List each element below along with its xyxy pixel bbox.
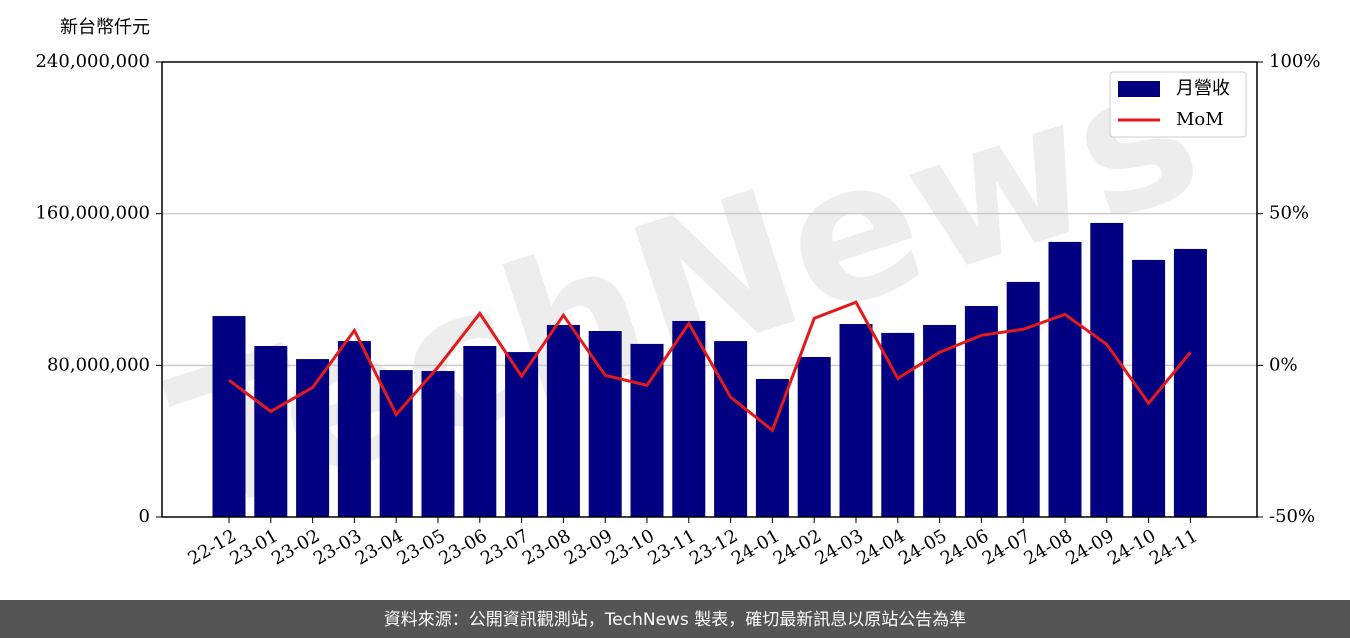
bar bbox=[421, 371, 455, 517]
legend-swatch bbox=[1118, 81, 1160, 97]
bar bbox=[923, 324, 957, 517]
y-tick-label: 160,000,000 bbox=[35, 203, 150, 224]
line bbox=[228, 300, 1192, 433]
bar bbox=[1006, 281, 1040, 517]
y2-tick-label: -50% bbox=[1269, 506, 1315, 527]
bar bbox=[672, 320, 706, 517]
y2-tick-label: 100% bbox=[1269, 51, 1320, 72]
bar bbox=[1048, 241, 1082, 517]
y-tick-label: 0 bbox=[139, 506, 150, 527]
bar bbox=[1090, 222, 1124, 518]
y2-tick-label: 50% bbox=[1269, 203, 1309, 224]
y-axis-label: 新台幣仟元 bbox=[60, 17, 150, 38]
bar bbox=[505, 352, 539, 517]
bar bbox=[714, 341, 748, 517]
bar bbox=[254, 345, 288, 517]
bar bbox=[797, 356, 831, 517]
y-tick-label: 80,000,000 bbox=[47, 354, 150, 375]
bar bbox=[337, 341, 371, 517]
bar bbox=[964, 305, 998, 517]
bar bbox=[1173, 248, 1207, 517]
legend-label: MoM bbox=[1176, 109, 1224, 130]
bar bbox=[212, 316, 246, 517]
x-tick-label: 24-11 bbox=[1146, 525, 1201, 569]
y2-tick-label: 0% bbox=[1269, 354, 1298, 375]
legend: 月營收 MoM bbox=[1109, 71, 1247, 138]
bar bbox=[296, 359, 330, 517]
footer: 資料來源：公開資訊觀測站，TechNews 製表，確切最新訊息以原站公告為準 bbox=[384, 610, 966, 630]
bar bbox=[463, 345, 497, 517]
y-tick-label: 240,000,000 bbox=[35, 51, 150, 72]
bar bbox=[546, 324, 580, 517]
legend-label: 月營收 bbox=[1176, 78, 1230, 99]
bar bbox=[881, 332, 915, 517]
bar bbox=[839, 324, 873, 517]
plot-frame bbox=[161, 61, 1258, 518]
bar bbox=[630, 343, 664, 517]
footer-bar bbox=[0, 600, 1350, 638]
